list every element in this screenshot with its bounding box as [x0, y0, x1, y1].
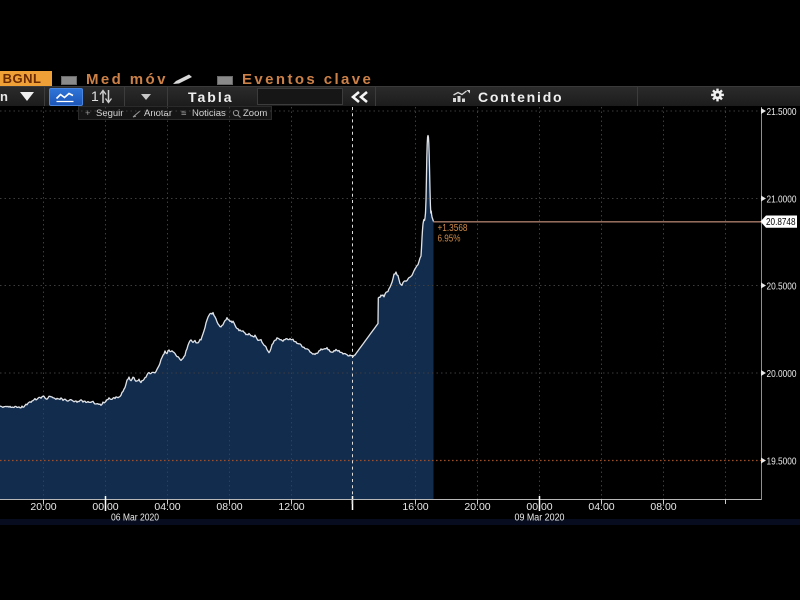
svg-text:20.5000: 20.5000: [767, 280, 797, 292]
svg-text:20:00: 20:00: [30, 501, 56, 513]
svg-text:00:00: 00:00: [526, 501, 552, 513]
svg-text:21.5000: 21.5000: [767, 106, 797, 118]
svg-text:08:00: 08:00: [650, 501, 676, 513]
svg-text:20.8748: 20.8748: [766, 217, 796, 228]
svg-text:20.0000: 20.0000: [767, 368, 797, 380]
svg-text:21.0000: 21.0000: [767, 193, 797, 205]
svg-text:+1.3568: +1.3568: [438, 223, 468, 234]
svg-text:6.95%: 6.95%: [438, 234, 461, 245]
svg-text:09 Mar 2020: 09 Mar 2020: [515, 513, 565, 524]
svg-text:06 Mar 2020: 06 Mar 2020: [111, 513, 159, 524]
svg-text:04:00: 04:00: [154, 501, 180, 513]
svg-text:04:00: 04:00: [588, 501, 614, 513]
svg-text:00:00: 00:00: [92, 501, 118, 513]
svg-text:08:00: 08:00: [216, 501, 242, 513]
svg-text:16:00: 16:00: [402, 501, 428, 513]
svg-text:19.5000: 19.5000: [767, 455, 797, 467]
svg-text:20:00: 20:00: [464, 501, 490, 513]
svg-text:12:00: 12:00: [278, 501, 304, 513]
